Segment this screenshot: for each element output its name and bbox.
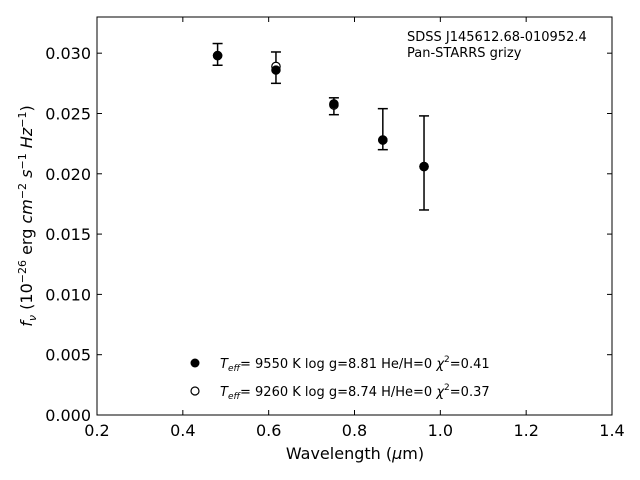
legend-entry-1: Teff= 9550 K log g=8.81 He/H=0 χ2=0.41 — [220, 355, 490, 374]
legend-marker-filled — [190, 358, 200, 368]
legend-logg-1: log g=8.81 — [305, 357, 377, 372]
object-name-annotation: SDSS J145612.68-010952.4 — [407, 30, 587, 45]
x-tick-label: 0.6 — [256, 421, 281, 440]
model-point-filled — [419, 161, 429, 172]
x-tick-label: 0.2 — [84, 421, 109, 440]
legend-entry-2: Teff= 9260 K log g=8.74 H/He=0 χ2=0.37 — [220, 383, 490, 402]
plot-frame — [96, 16, 613, 416]
y-tick-label: 0.030 — [45, 44, 91, 63]
model-point-filled — [378, 135, 388, 145]
y-tick-label: 0.020 — [45, 165, 91, 184]
x-axis-label: Wavelength (μm) — [286, 444, 424, 463]
model-point-filled — [212, 50, 223, 61]
legend-logg-2: log g=8.74 — [305, 385, 377, 400]
model-point-filled — [271, 65, 281, 75]
legend-chi-1: =0.41 — [450, 357, 490, 372]
legend-teff-1: 9550 K — [255, 357, 301, 372]
legend-teff-2: 9260 K — [255, 385, 301, 400]
x-tick-label: 1.4 — [599, 421, 624, 440]
y-tick-label: 0.025 — [45, 104, 91, 123]
y-tick-label: 0.015 — [45, 225, 91, 244]
data-markers — [212, 50, 429, 172]
survey-annotation: Pan-STARRS grizy — [407, 46, 522, 61]
y-tick-label: 0.010 — [45, 285, 91, 304]
model-point-filled — [329, 99, 339, 109]
legend-chi-2: =0.37 — [450, 385, 490, 400]
axis-ticks: 0.2 0.4 0.6 0.8 1.0 1.2 1.4 0.000 0.005 0.010 0.01… — [45, 17, 625, 440]
x-tick-label: 1.2 — [513, 421, 538, 440]
x-tick-label: 1.0 — [428, 421, 453, 440]
y-tick-label: 0.000 — [45, 406, 91, 425]
legend-marker-open — [190, 386, 200, 396]
error-bars — [212, 42, 430, 211]
y-axis-label: fν (10−26 erg cm−2 s−1 Hz−1) — [16, 105, 39, 326]
y-tick-label: 0.005 — [45, 346, 91, 365]
legend-comp-2: H/He=0 — [381, 385, 432, 400]
x-tick-label: 0.8 — [342, 421, 367, 440]
legend: Teff= 9550 K log g=8.81 He/H=0 χ2=0.41 T… — [190, 355, 490, 402]
legend-comp-1: He/H=0 — [381, 357, 432, 372]
x-tick-label: 0.4 — [170, 421, 195, 440]
